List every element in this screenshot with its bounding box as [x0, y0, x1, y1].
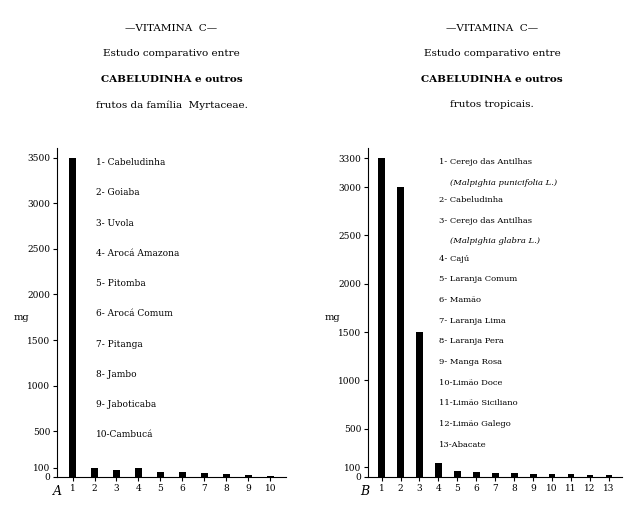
Bar — [69, 157, 76, 477]
Text: —VITAMINA  C—: —VITAMINA C— — [446, 24, 538, 33]
Bar — [530, 474, 537, 477]
Text: 13-Abacate: 13-Abacate — [439, 441, 487, 449]
Text: B: B — [361, 485, 370, 498]
Text: frutos tropicais.: frutos tropicais. — [450, 100, 534, 109]
Text: 1- Cabeludinha: 1- Cabeludinha — [96, 158, 165, 167]
Y-axis label: mg: mg — [325, 313, 340, 322]
Text: 1- Cerejo das Antilhas: 1- Cerejo das Antilhas — [439, 158, 532, 166]
Text: 9- Manga Rosa: 9- Manga Rosa — [439, 358, 502, 366]
Text: Estudo comparativo entre: Estudo comparativo entre — [103, 49, 240, 58]
Bar — [112, 470, 121, 477]
Text: Estudo comparativo entre: Estudo comparativo entre — [424, 49, 561, 58]
Text: 10-Cambucá: 10-Cambucá — [96, 430, 154, 439]
Bar — [568, 474, 575, 477]
Y-axis label: mg: mg — [14, 313, 29, 322]
Bar — [135, 468, 142, 477]
Bar — [91, 468, 98, 477]
Text: 12-Limão Galego: 12-Limão Galego — [439, 420, 511, 428]
Text: 5- Laranja Comum: 5- Laranja Comum — [439, 275, 518, 283]
Bar — [473, 472, 479, 477]
Bar — [244, 475, 252, 477]
Bar — [267, 476, 274, 477]
Text: 2- Cabeludinha: 2- Cabeludinha — [439, 196, 504, 204]
Bar — [157, 472, 164, 477]
Bar — [201, 473, 208, 477]
Text: 3- Uvola: 3- Uvola — [96, 219, 134, 228]
Text: 11-Limão Siciliano: 11-Limão Siciliano — [439, 400, 518, 408]
Text: 3- Cerejo das Antilhas: 3- Cerejo das Antilhas — [439, 217, 532, 225]
Bar — [511, 473, 518, 477]
Text: 7- Pitanga: 7- Pitanga — [96, 340, 143, 349]
Text: 7- Laranja Lima: 7- Laranja Lima — [439, 316, 506, 325]
Bar — [378, 158, 385, 477]
Text: 6- Arocá Comum: 6- Arocá Comum — [96, 310, 173, 319]
Bar — [454, 471, 461, 477]
Text: CABELUDINHA e outros: CABELUDINHA e outros — [421, 75, 563, 84]
Text: 9- Jaboticaba: 9- Jaboticaba — [96, 400, 156, 409]
Text: 4- Cajú: 4- Cajú — [439, 254, 470, 262]
Bar — [178, 472, 186, 477]
Bar — [492, 473, 498, 477]
Bar — [222, 474, 231, 477]
Bar — [416, 332, 423, 477]
Text: 10-Limão Doce: 10-Limão Doce — [439, 379, 503, 387]
Text: 8- Jambo: 8- Jambo — [96, 370, 137, 379]
Text: 2- Goiaba: 2- Goiaba — [96, 189, 140, 198]
Text: CABELUDINHA e outros: CABELUDINHA e outros — [100, 75, 243, 84]
Text: frutos da família  Myrtaceae.: frutos da família Myrtaceae. — [95, 100, 248, 110]
Bar — [606, 475, 612, 477]
Text: 6- Mamão: 6- Mamão — [439, 296, 481, 304]
Bar — [587, 474, 593, 477]
Text: 4- Arocá Amazona: 4- Arocá Amazona — [96, 249, 179, 258]
Text: A: A — [53, 485, 62, 498]
Text: —VITAMINA  C—: —VITAMINA C— — [125, 24, 218, 33]
Text: (Malpighia glabra L.): (Malpighia glabra L.) — [450, 237, 540, 245]
Text: (Malpighia punicifolia L.): (Malpighia punicifolia L.) — [450, 179, 557, 187]
Bar — [435, 463, 442, 477]
Bar — [398, 187, 404, 477]
Text: 5- Pitomba: 5- Pitomba — [96, 279, 146, 288]
Text: 8- Laranja Pera: 8- Laranja Pera — [439, 337, 504, 346]
Bar — [549, 474, 556, 477]
